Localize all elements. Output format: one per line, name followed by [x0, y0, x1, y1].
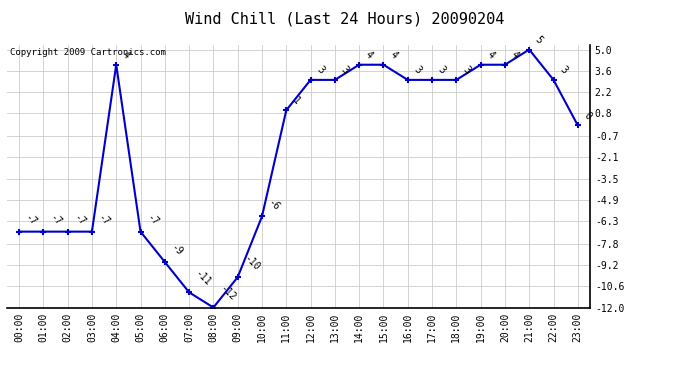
Text: -7: -7 — [145, 212, 160, 228]
Text: 4: 4 — [388, 50, 399, 60]
Text: -9: -9 — [169, 242, 184, 258]
Text: 3: 3 — [460, 64, 472, 76]
Text: 4: 4 — [120, 50, 132, 60]
Text: 4: 4 — [364, 50, 375, 60]
Text: -12: -12 — [217, 284, 237, 303]
Text: 5: 5 — [533, 34, 544, 45]
Text: Wind Chill (Last 24 Hours) 20090204: Wind Chill (Last 24 Hours) 20090204 — [186, 11, 504, 26]
Text: -7: -7 — [48, 212, 63, 228]
Text: -6: -6 — [266, 197, 282, 212]
Text: 3: 3 — [315, 64, 326, 76]
Text: -7: -7 — [96, 212, 112, 228]
Text: 3: 3 — [412, 64, 423, 76]
Text: -7: -7 — [23, 212, 39, 228]
Text: -7: -7 — [72, 212, 87, 228]
Text: 4: 4 — [509, 50, 520, 60]
Text: Copyright 2009 Cartronics.com: Copyright 2009 Cartronics.com — [10, 48, 166, 57]
Text: 0: 0 — [582, 110, 593, 121]
Text: 4: 4 — [485, 50, 496, 60]
Text: 3: 3 — [339, 64, 351, 76]
Text: -10: -10 — [242, 254, 262, 273]
Text: -11: -11 — [193, 268, 213, 288]
Text: 3: 3 — [558, 64, 569, 76]
Text: 1: 1 — [290, 95, 302, 106]
Text: 3: 3 — [436, 64, 447, 76]
